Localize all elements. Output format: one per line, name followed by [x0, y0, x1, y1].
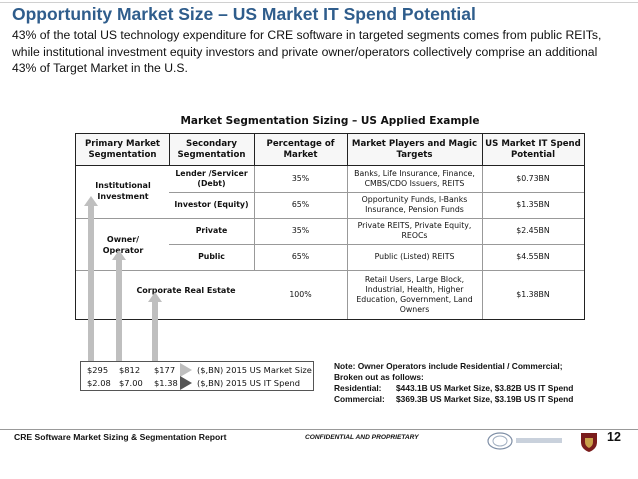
- grid-line: [76, 270, 584, 271]
- page-number: 12: [607, 430, 621, 444]
- market-size-institutional: $295: [87, 365, 109, 375]
- grid-line: [347, 166, 348, 319]
- grid-line: [169, 134, 170, 166]
- partner-logo-icon: [487, 432, 562, 450]
- market-size-label: ($,BN) 2015 US Market Size: [197, 365, 312, 375]
- page-title: Opportunity Market Size – US Market IT S…: [12, 4, 476, 24]
- primary-corporate: Corporate Real Estate: [136, 286, 236, 295]
- table-title: Market Segmentation Sizing – US Applied …: [180, 115, 480, 127]
- it-spend-label: ($,BN) 2015 US IT Spend: [197, 378, 300, 388]
- it-spend-institutional: $2.08: [87, 378, 111, 388]
- players-lender: Banks, Life Insurance, Finance, CMBS/CDO…: [354, 169, 475, 188]
- grid-line: [482, 134, 483, 166]
- grid-line: [169, 192, 584, 193]
- players-corporate: Retail Users, Large Block, Industrial, H…: [356, 274, 473, 314]
- footer-rule: [0, 429, 638, 430]
- grid-line: [169, 244, 584, 245]
- owner-operator-note: Note: Owner Operators include Residentia…: [334, 361, 634, 405]
- residential-value: $443.1B US Market Size, $3.82B US IT Spe…: [396, 383, 574, 393]
- header-secondary: Secondary Segmentation: [169, 134, 254, 166]
- market-size-marker-icon: [180, 363, 192, 377]
- residential-label: Residential:: [334, 383, 382, 393]
- grid-line: [347, 134, 348, 166]
- footer-confidential: CONFIDENTIAL AND PROPRIETARY: [305, 434, 419, 441]
- legend-box: $295 $812 $177 ($,BN) 2015 US Market Siz…: [80, 361, 314, 391]
- percent-investor: 65%: [291, 200, 310, 209]
- percent-corporate: 100%: [289, 289, 312, 299]
- header-percentage: Percentage of Market: [254, 134, 347, 166]
- it-spend-corporate: $1.38: [154, 378, 178, 388]
- it-spend-marker-icon: [180, 376, 192, 390]
- page-subtitle: 43% of the total US technology expenditu…: [12, 28, 602, 75]
- secondary-lender: Lender /Servicer (Debt): [175, 169, 248, 188]
- primary-owner-operator: Owner/ Operator: [102, 235, 144, 255]
- percent-private: 35%: [291, 226, 310, 235]
- grid-line: [76, 218, 584, 219]
- segmentation-table: Primary Market Segmentation Secondary Se…: [75, 133, 585, 320]
- note-line-2: Broken out as follows:: [334, 372, 424, 382]
- players-investor: Opportunity Funds, I-Banks Insurance, Pe…: [361, 195, 468, 214]
- market-size-owner-operator: $812: [119, 365, 141, 375]
- spend-public: $4.55BN: [516, 252, 550, 261]
- grid-line: [482, 166, 483, 319]
- top-rule: [0, 2, 638, 3]
- percent-public: 65%: [291, 252, 310, 261]
- note-residential: Residential: $443.1B US Market Size, $3.…: [334, 383, 634, 394]
- header-spend: US Market IT Spend Potential: [482, 134, 584, 166]
- header-primary: Primary Market Segmentation: [76, 134, 169, 166]
- note-line-1: Note: Owner Operators include Residentia…: [334, 361, 563, 371]
- note-commercial: Commercial: $369.3B US Market Size, $3.1…: [334, 394, 634, 405]
- percent-lender: 35%: [291, 174, 310, 183]
- commercial-label: Commercial:: [334, 394, 385, 404]
- players-private: Private REITS, Private Equity, REOCs: [357, 221, 472, 240]
- secondary-public: Public: [198, 252, 225, 261]
- spend-corporate: $1.38BN: [516, 289, 550, 299]
- secondary-private: Private: [195, 226, 228, 235]
- footer-report-title: CRE Software Market Sizing & Segmentatio…: [14, 432, 227, 442]
- secondary-investor: Investor (Equity): [174, 200, 249, 209]
- primary-institutional: Institutional Investment: [95, 181, 151, 201]
- grid-line: [254, 134, 255, 166]
- spend-private: $2.45BN: [516, 226, 550, 235]
- header-players: Market Players and Magic Targets: [347, 134, 482, 166]
- spend-investor: $1.35BN: [516, 200, 550, 209]
- spend-lender: $0.73BN: [516, 174, 550, 183]
- market-size-corporate: $177: [154, 365, 176, 375]
- commercial-value: $369.3B US Market Size, $3.19B US IT Spe…: [396, 394, 574, 404]
- company-shield-logo-icon: [581, 433, 597, 452]
- it-spend-owner-operator: $7.00: [119, 378, 143, 388]
- players-public: Public (Listed) REITS: [374, 252, 455, 261]
